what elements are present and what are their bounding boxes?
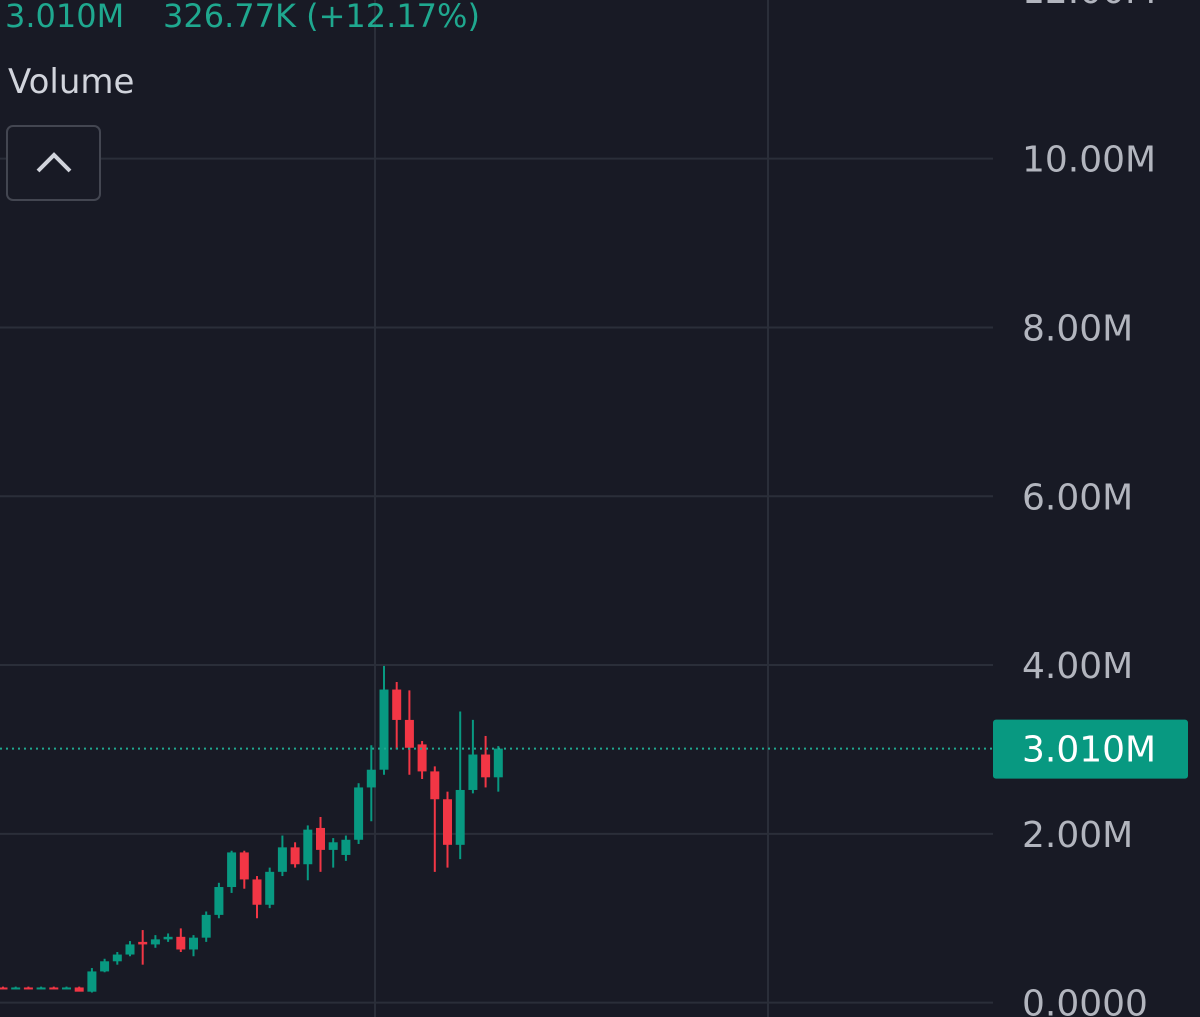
candle-body: [227, 852, 237, 888]
chart-title: Volume: [8, 62, 134, 102]
header-change: 326.77K (+12.17%): [163, 0, 480, 35]
y-tick-label: 2.00M: [1022, 815, 1133, 856]
candle-body: [189, 937, 198, 950]
price-tag: [993, 719, 1188, 779]
candle-body: [87, 971, 97, 992]
candle-body: [214, 887, 224, 915]
y-tick-label: 6.00M: [1022, 477, 1133, 518]
candle-body: [100, 961, 110, 972]
candle-body: [138, 941, 148, 945]
candle-body: [239, 852, 249, 880]
candle-body: [341, 839, 351, 855]
candle-body: [468, 754, 478, 790]
candle-body: [404, 719, 414, 748]
candle-body: [62, 987, 71, 990]
candle-body: [150, 939, 160, 945]
candle-body: [112, 954, 122, 962]
candle-body: [366, 769, 376, 788]
candle-body: [379, 689, 389, 770]
candle-body: [430, 771, 440, 800]
candle-body: [303, 829, 313, 865]
y-tick-label: 10.00M: [1022, 140, 1156, 181]
candle-body: [354, 787, 364, 840]
candle-body: [277, 847, 287, 872]
candle-body: [265, 871, 275, 905]
candle-body: [0, 987, 8, 990]
y-tick-label: 12.00M: [1022, 0, 1156, 12]
candle-body: [493, 748, 503, 778]
candle-body: [316, 827, 325, 850]
candle-body: [455, 789, 465, 845]
candle-body: [23, 987, 33, 990]
price-tag-label: 3.010M: [1022, 730, 1156, 771]
candle-body: [392, 689, 402, 720]
candle-body: [252, 879, 262, 905]
y-tick-label: 0.0000: [1022, 984, 1148, 1017]
chevron-icon: [36, 152, 72, 173]
plot: [0, 157, 993, 1004]
candle-body: [417, 744, 427, 772]
collapse-button[interactable]: [6, 125, 101, 201]
candle-body: [481, 754, 491, 778]
candle-body: [201, 914, 211, 938]
y-tick-label: 4.00M: [1022, 646, 1133, 687]
candle-body: [74, 987, 84, 992]
candle-body: [328, 842, 338, 850]
header-value: 3.010M: [5, 0, 124, 35]
candle-body: [49, 987, 59, 990]
candle-body: [443, 799, 452, 845]
candle-body: [11, 987, 21, 990]
candle-body: [125, 944, 135, 955]
y-tick-label: 8.00M: [1022, 308, 1133, 349]
candle-body: [176, 936, 186, 950]
candle-body: [163, 936, 173, 940]
candle-body: [290, 847, 300, 865]
candle-body: [36, 987, 46, 990]
